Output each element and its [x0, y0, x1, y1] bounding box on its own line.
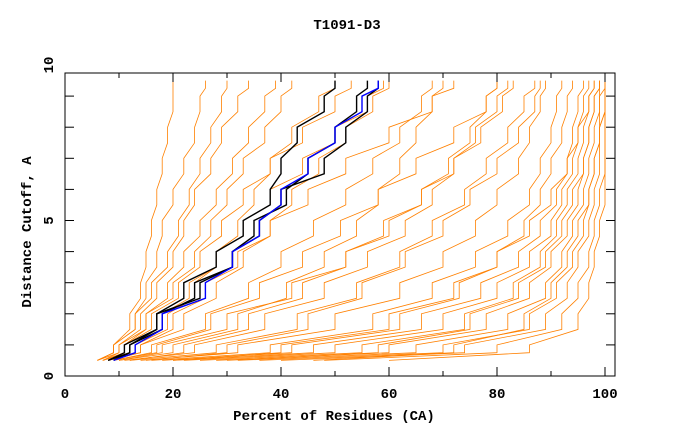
series-line-others-19 [259, 80, 606, 361]
series-line-others-32 [172, 80, 595, 361]
plot-frame [64, 72, 616, 377]
series-line-others-12 [151, 80, 563, 361]
y-tick-label: 5 [42, 216, 58, 224]
series-line-others-16 [199, 80, 595, 361]
series-line-others-24 [226, 80, 600, 361]
series-line-others-14 [172, 80, 584, 361]
series-lines [97, 80, 606, 362]
x-tick-label: 100 [592, 387, 617, 403]
series-line-others-13 [162, 80, 573, 361]
series-line-others-28 [108, 80, 455, 361]
chart-title: T1091-D3 [313, 18, 380, 34]
series-line-others-5 [108, 80, 336, 361]
series-line-others-3 [102, 80, 277, 361]
series-line-others-7 [113, 80, 433, 361]
series-line-others-4 [97, 80, 293, 361]
series-line-others-2 [102, 80, 250, 361]
series-line-others-23 [388, 80, 606, 361]
series-line-others-33 [97, 80, 228, 361]
series-line-others-31 [118, 80, 498, 361]
axis-ticks: 0 20 40 60 80 100 0 5 10 [42, 57, 618, 403]
series-line-others-22 [313, 80, 606, 361]
series-line-others-0 [97, 80, 174, 361]
series-line-others-30 [102, 80, 352, 361]
x-tick-label: 60 [381, 387, 398, 403]
series-line-others-9 [124, 80, 509, 361]
x-tick-label: 20 [165, 387, 182, 403]
y-tick-label: 0 [42, 372, 58, 380]
series-line-others-8 [118, 80, 444, 361]
series-line-others-25 [145, 80, 541, 361]
series-line-others-10 [129, 80, 536, 361]
series-line-others-17 [216, 80, 600, 361]
x-tick-label: 40 [273, 387, 290, 403]
y-tick-label: 10 [42, 57, 58, 74]
x-tick-label: 80 [489, 387, 506, 403]
series-line-others-15 [183, 80, 590, 361]
y-axis-label: Distance Cutoff, A [20, 156, 36, 308]
series-line-selected-37 [113, 80, 379, 362]
series-line-others-11 [140, 80, 546, 361]
series-line-others-26 [129, 80, 514, 361]
x-tick-label: 0 [61, 387, 69, 403]
series-line-others-27 [113, 80, 498, 361]
x-axis-label: Percent of Residues (CA) [233, 409, 435, 425]
series-line-others-18 [237, 80, 600, 361]
